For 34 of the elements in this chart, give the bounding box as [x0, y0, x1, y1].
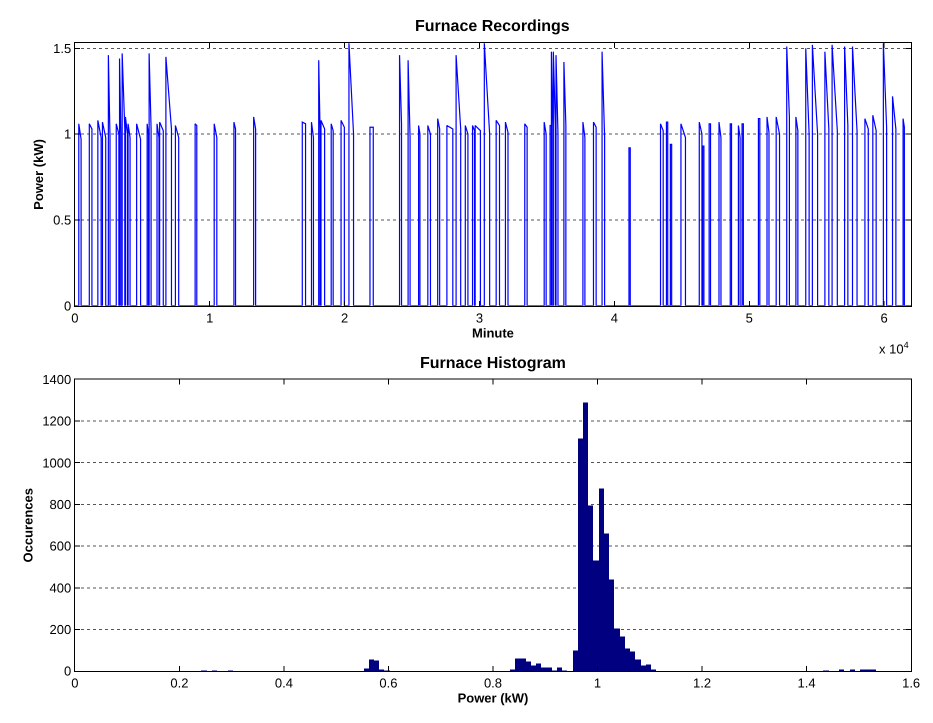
y-tick-label: 1400 [42, 372, 72, 387]
y-tick-label: 1.5 [53, 40, 72, 56]
y-tick-label: 0 [64, 298, 72, 314]
y-tick-label: 400 [50, 580, 72, 596]
y-tick-label: 0.5 [53, 212, 72, 228]
x-tick-label: 0.2 [170, 676, 188, 691]
chart-title: Furnace Recordings [415, 18, 570, 35]
x-axis-title: Power (kW) [458, 690, 528, 706]
y-tick-label: 800 [50, 496, 72, 512]
y-tick-label: 0 [64, 664, 72, 679]
text: x 10$^{4}$ [879, 340, 909, 356]
x-tick-label: 1.2 [693, 676, 712, 691]
x-tick-label: 0.4 [274, 676, 293, 691]
x-tick-label: 1.6 [902, 676, 920, 691]
y-tick-label: 600 [50, 538, 72, 554]
x-tick-label: 1 [594, 676, 602, 691]
x-axis-title: Minute [472, 325, 514, 340]
x-tick-label: 5 [746, 310, 753, 326]
x-tick-label: 6 [880, 310, 888, 326]
y-tick-label: 1000 [42, 455, 72, 470]
y-tick-label: 1200 [42, 414, 72, 429]
line-series [74, 43, 912, 306]
x-tick-label: 0.6 [379, 676, 398, 691]
x-tick-label: 0.8 [484, 676, 502, 691]
x-tick-label: 1 [206, 310, 214, 326]
y-axis-title: Occurences [20, 488, 36, 562]
y-tick-label: 1 [64, 126, 72, 142]
chart-title: Furnace Histogram [420, 355, 566, 372]
x-tick-label: 2 [340, 310, 348, 326]
y-axis-title: Power (kW) [31, 139, 46, 210]
x-tick-label: 3 [476, 310, 484, 326]
y-tick-label: 200 [50, 622, 72, 637]
x-tick-label: 4 [610, 310, 618, 326]
x-tick-label: 1.4 [798, 676, 816, 691]
